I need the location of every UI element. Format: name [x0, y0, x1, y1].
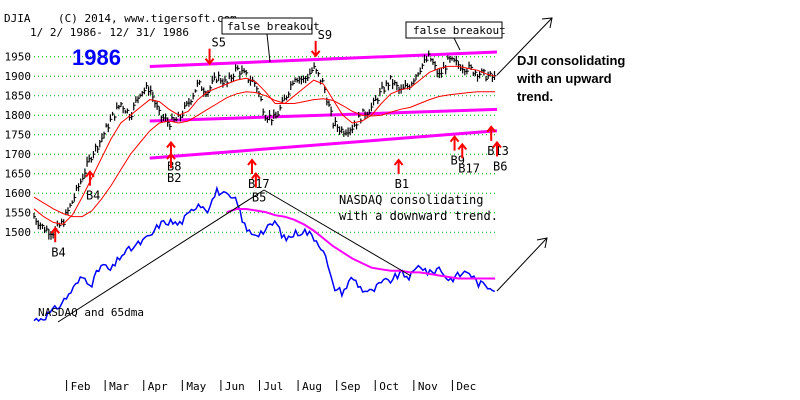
signal-arrowhead: [166, 140, 176, 149]
signal-b4: B4: [50, 226, 66, 259]
signal-s5: S5: [204, 36, 226, 66]
signal-s9: S9: [310, 28, 332, 58]
signal-arrowhead: [204, 58, 215, 66]
upward-projection-arrow: [496, 17, 553, 76]
month-label-mar: Mar: [109, 380, 129, 393]
month-label-apr: Apr: [148, 380, 168, 393]
signal-label: B5: [252, 191, 266, 205]
signal-arrowhead: [166, 152, 176, 160]
nasdaq-note-line-2: with a downward trend.: [339, 209, 498, 223]
y-tick-label: 1750: [5, 129, 32, 142]
month-label-may: May: [186, 380, 206, 393]
signal-arrowhead: [486, 125, 496, 133]
false-breakout-label-1: false breakout: [227, 20, 320, 33]
year-title: 1986: [72, 45, 121, 70]
y-axis: 1500 1550 1600 1650 1700 1750 1800 1850 1900 1950: [5, 51, 32, 239]
signal-b1: B1: [393, 158, 409, 191]
month-label-dec: Dec: [456, 380, 476, 393]
y-tick-label: 1700: [5, 148, 32, 161]
channel-lower-line: [149, 107, 498, 123]
y-tick-label: 1800: [5, 109, 32, 122]
y-tick-label: 1850: [5, 90, 32, 103]
dji-note-line-1: DJI consolidating: [517, 53, 625, 68]
signal-arrowhead: [393, 158, 404, 166]
signal-label: B6: [493, 159, 507, 173]
y-tick-label: 1900: [5, 70, 32, 83]
y-tick-label: 1650: [5, 168, 32, 181]
signal-arrowhead: [457, 142, 468, 151]
nasdaq-line: [33, 185, 495, 323]
signal-label: B2: [167, 171, 181, 185]
nasdaq-uptrend-line: [57, 189, 265, 323]
nasdaq-legend-label: NASDAQ and 65dma: [38, 306, 144, 319]
signal-label: B4: [86, 189, 100, 203]
signal-b6: B6: [492, 140, 507, 173]
signal-arrowhead: [449, 134, 460, 143]
signal-label: B4: [51, 245, 65, 259]
nasdaq-note-line-1: NASDAQ consolidating: [339, 193, 484, 207]
false-breakout-pointer-1: [266, 33, 271, 63]
y-tick-label: 1550: [5, 207, 32, 220]
nasdaq-trendlines: [57, 189, 412, 323]
moving-averages: [33, 65, 496, 225]
nasdaq-downtrend-line: [263, 189, 412, 277]
month-label-aug: Aug: [302, 380, 322, 393]
month-label-feb: Feb: [71, 380, 91, 393]
signal-arrowhead: [50, 226, 61, 234]
signal-b13: B13: [486, 125, 509, 158]
month-label-jun: Jun: [225, 380, 245, 393]
signal-arrowhead: [492, 140, 502, 149]
signal-label: S5: [212, 36, 226, 50]
ticker-label: DJIA: [4, 12, 31, 25]
false-breakout-label-2: false breakout: [413, 24, 506, 37]
signal-label: B1: [395, 177, 409, 191]
date-range-label: 1/ 2/ 1986- 12/ 31/ 1986: [30, 26, 189, 39]
month-label-oct: Oct: [379, 380, 399, 393]
signal-arrowhead: [85, 170, 95, 178]
month-label-sep: Sep: [341, 380, 361, 393]
djia-ma-fast-line: [33, 65, 496, 225]
nasdaq-series: [33, 185, 496, 323]
trend-channels: [149, 50, 498, 160]
signal-arrowhead: [310, 50, 321, 58]
nasdaq-65dma-line: [226, 208, 496, 280]
signal-label: B13: [487, 144, 509, 158]
signal-arrowhead: [247, 158, 257, 166]
signal-b17: B17: [457, 142, 480, 175]
false-breakout-pointer-2: [453, 37, 461, 51]
signal-b17: B17: [247, 158, 270, 191]
signal-b2: B2: [166, 152, 181, 185]
signal-label: B17: [458, 161, 480, 175]
dji-note-line-3: trend.: [517, 89, 553, 104]
nasdaq-projection-arrow: [496, 237, 548, 292]
djia-ma-slow-line: [33, 91, 496, 218]
dji-note-line-2: with an upward: [516, 71, 612, 86]
y-tick-label: 1600: [5, 187, 32, 200]
y-tick-label: 1950: [5, 51, 32, 64]
signal-label: B17: [248, 177, 270, 191]
channel-upper-line: [149, 50, 498, 68]
y-tick-label: 1500: [5, 226, 32, 239]
month-label-jul: Jul: [264, 380, 284, 393]
copyright-label: (C) 2014, www.tigersoft.com: [58, 12, 237, 25]
signal-b4: B4: [85, 170, 100, 203]
signal-arrowhead: [251, 172, 261, 180]
channel-bottom-line: [149, 129, 498, 160]
month-label-nov: Nov: [418, 380, 438, 393]
x-axis: Feb Mar Apr May Jun Jul Aug Sep Oct Nov Dec: [66, 380, 476, 393]
signal-b5: B5: [251, 172, 266, 205]
signal-label: S9: [318, 28, 332, 42]
